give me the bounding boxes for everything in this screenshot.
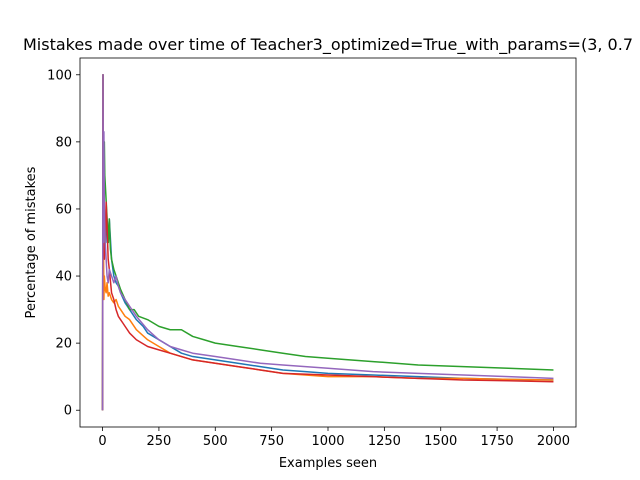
x-tick-label: 750 <box>259 434 284 449</box>
x-tick-label: 2000 <box>537 434 570 449</box>
y-axis-label: Percentage of mistakes <box>24 166 39 318</box>
y-tick-label: 80 <box>55 135 72 150</box>
y-tick-label: 60 <box>55 202 72 217</box>
x-tick-label: 250 <box>146 434 171 449</box>
x-tick-label: 1500 <box>424 434 457 449</box>
y-tick-label: 0 <box>64 404 72 419</box>
y-tick-label: 40 <box>55 270 72 285</box>
y-tick-label: 20 <box>55 337 72 352</box>
x-tick-label: 1250 <box>368 434 401 449</box>
series-line-2 <box>101 74 554 411</box>
y-axis-ticks: 0 20 40 60 80 100 <box>47 68 80 419</box>
x-tick-label: 0 <box>98 434 106 449</box>
chart-title: Mistakes made over time of Teacher3_opti… <box>23 35 633 55</box>
y-tick-label: 100 <box>47 68 72 83</box>
x-tick-label: 500 <box>203 434 228 449</box>
x-axis-ticks: 0 250 500 750 1000 1250 1500 1750 2000 <box>98 427 570 449</box>
x-tick-label: 1750 <box>481 434 514 449</box>
series-line-5 <box>101 74 554 411</box>
x-tick-label: 1000 <box>311 434 344 449</box>
x-axis-label: Examples seen <box>279 456 377 471</box>
series-layer <box>101 74 554 411</box>
